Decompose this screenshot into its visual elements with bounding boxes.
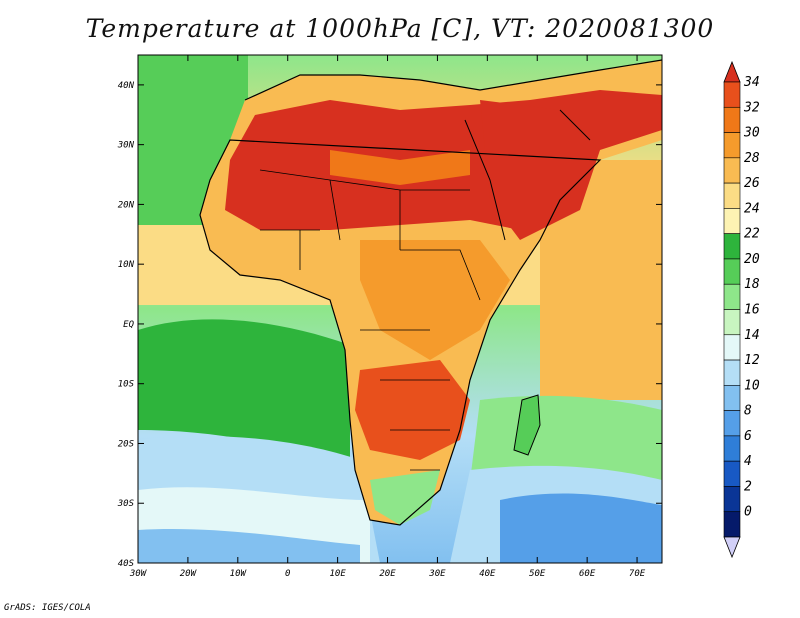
- colorbar-label: 32: [743, 100, 760, 115]
- arabia-hot: [480, 100, 600, 240]
- lat-tick-label: 20S: [118, 439, 135, 449]
- lat-tick-label: 10S: [118, 380, 135, 390]
- equatorial-atlantic-band: [138, 319, 350, 470]
- colorbar-segment: [723, 233, 741, 260]
- colorbar-label: 14: [744, 328, 760, 343]
- colorbar-label: 6: [744, 429, 752, 444]
- colorbar-segment: [723, 182, 741, 209]
- colorbar-segment: [723, 258, 741, 285]
- colorbar-label: 10: [744, 378, 760, 393]
- lat-tick-label: 10N: [118, 260, 135, 270]
- lat-tick-label: EQ: [123, 320, 134, 330]
- madagascar: [513, 394, 541, 456]
- colorbar-segment: [723, 460, 741, 487]
- lat-tick-label: 30N: [117, 141, 135, 151]
- colorbar-segment: [723, 208, 741, 234]
- colorbar-label: 0: [744, 505, 752, 520]
- colorbar-segment: [723, 106, 741, 133]
- lon-tick-label: 20E: [379, 569, 396, 579]
- colorbar-label: 8: [744, 404, 752, 419]
- longitude-axis: 30W 20W 10W 0 10E 20E 30E 40E 50E 60E 70E: [129, 55, 646, 579]
- lon-tick-label: 30E: [428, 569, 446, 579]
- lon-tick-label: 0: [285, 569, 290, 579]
- colorbar-label: 12: [744, 353, 760, 368]
- country-borders: [259, 169, 481, 471]
- lon-tick-label: 70E: [629, 569, 646, 579]
- colorbar-segment: [723, 486, 741, 513]
- map-frame: [137, 54, 663, 564]
- colorbar-segment: [723, 334, 741, 361]
- colorbar-segment: [723, 283, 741, 310]
- colorbar-label: 30: [743, 126, 760, 141]
- southern-africa-hot: [355, 360, 470, 460]
- colorbar-label: 26: [744, 176, 760, 191]
- colorbar-segment: [723, 435, 741, 462]
- red-sea: [464, 119, 506, 241]
- colorbar-segment: [723, 359, 741, 386]
- grads-credit: GrADS: IGES/COLA: [4, 603, 91, 613]
- colorbar-segment: [723, 309, 741, 336]
- lon-tick-label: 60E: [579, 569, 596, 579]
- southern-ocean-blue: [500, 493, 662, 563]
- colorbar-label: 34: [743, 75, 760, 90]
- colorbar-label: 4: [744, 454, 752, 469]
- lon-tick-label: 40E: [479, 569, 496, 579]
- lon-tick-label: 10W: [230, 569, 248, 579]
- persian-gulf: [559, 109, 591, 141]
- lat-tick-label: 40S: [118, 559, 135, 569]
- colorbar-bottom-arrow: [723, 536, 741, 559]
- lat-tick-label: 30S: [117, 499, 135, 509]
- colorbar-label: 24: [744, 201, 760, 216]
- colorbar-label: 18: [744, 277, 760, 292]
- latitude-axis: 40N 30N 20N 10N EQ 10S 20S 30S 40S: [117, 81, 662, 569]
- colorbar-label: 20: [744, 252, 760, 267]
- lon-tick-label: 30W: [129, 569, 148, 579]
- south-africa-cool: [370, 470, 440, 525]
- colorbar-segment: [723, 81, 741, 108]
- sahara-orange-rim: [330, 150, 470, 185]
- lon-tick-label: 20W: [180, 569, 198, 579]
- colorbar-segment: [723, 132, 741, 159]
- lat-tick-label: 40N: [118, 81, 135, 91]
- colorbar-segment: [723, 410, 741, 437]
- africa-coastline: [199, 59, 662, 526]
- lat-tick-label: 20N: [118, 200, 135, 210]
- colorbar-label: 2: [744, 479, 752, 494]
- lon-tick-label: 50E: [529, 569, 546, 579]
- temperature-field: [138, 55, 662, 563]
- colorbar-label: 22: [744, 227, 760, 242]
- south-atlantic-blue: [138, 528, 360, 563]
- lon-tick-label: 10E: [329, 569, 346, 579]
- colorbar-segment: [723, 385, 741, 411]
- colorbar-label: 16: [744, 303, 760, 318]
- colorbar-segment: [723, 157, 741, 184]
- colorbar-label: 28: [744, 151, 760, 166]
- colorbar-segment: [723, 511, 741, 538]
- colorbar-top-arrow: [723, 60, 741, 83]
- map-title: Temperature at 1000hPa [C], VT: 20200813…: [85, 14, 715, 43]
